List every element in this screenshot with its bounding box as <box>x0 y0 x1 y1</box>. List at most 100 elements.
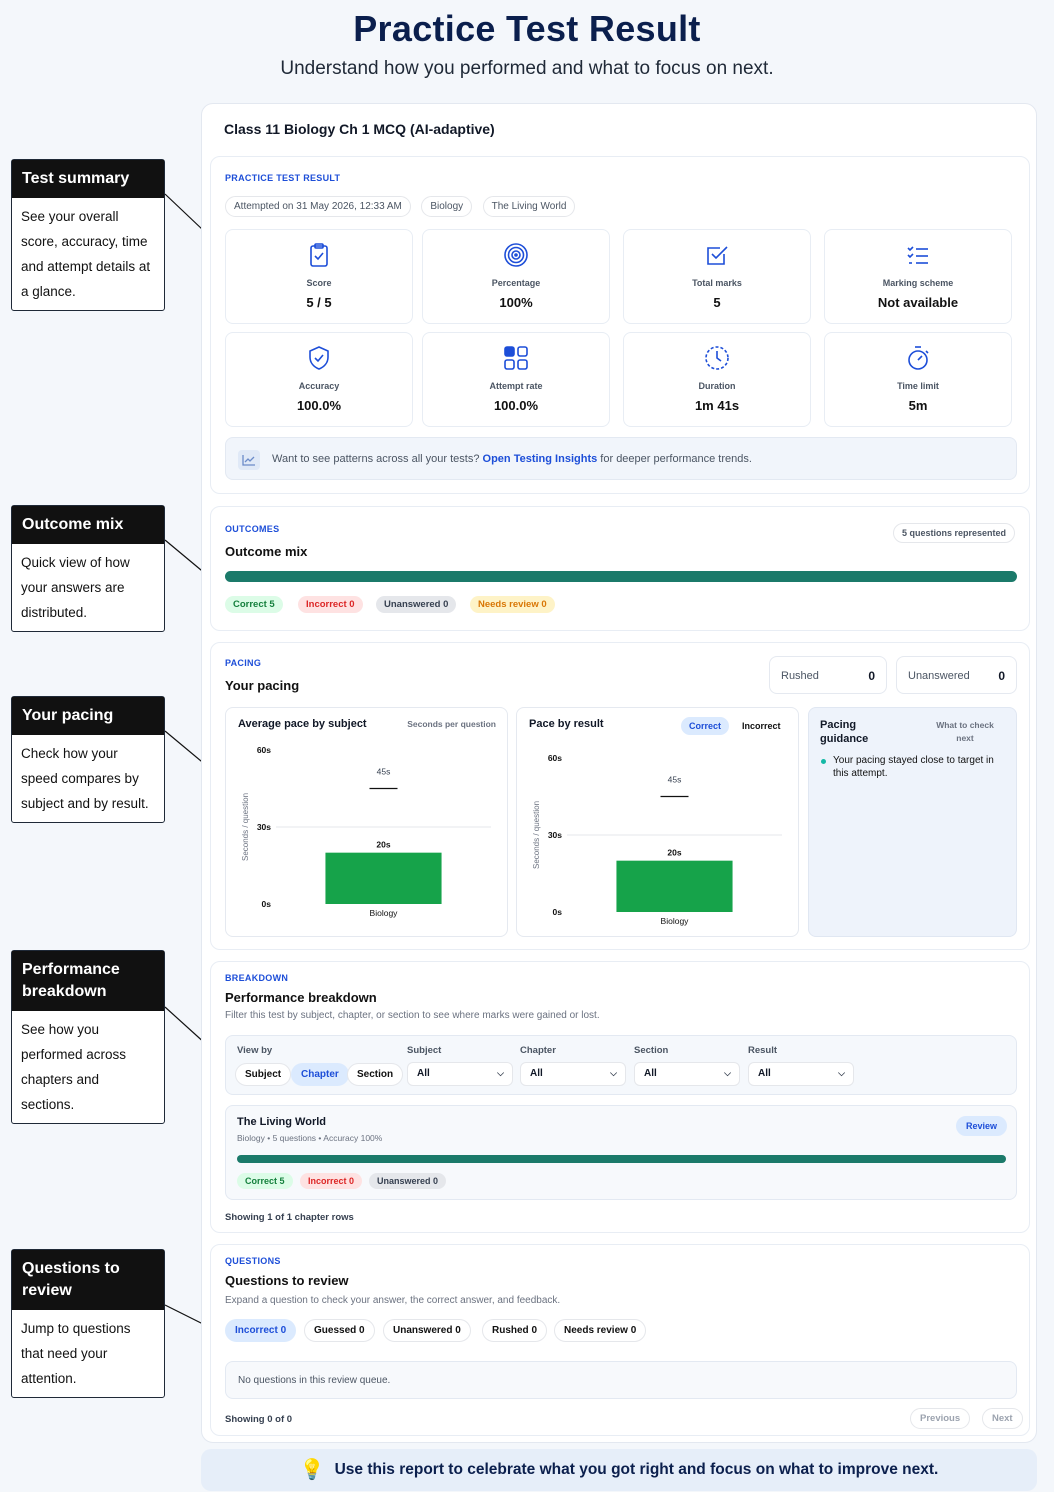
outcomes-title: Outcome mix <box>225 544 308 559</box>
summary-section: PRACTICE TEST RESULT Attempted on 31 May… <box>210 156 1030 494</box>
callout-title: Outcome mix <box>12 506 164 544</box>
filter-unanswered[interactable]: Unanswered 0 <box>383 1319 471 1342</box>
result-card: Class 11 Biology Ch 1 MCQ (AI-adaptive) … <box>201 103 1037 1443</box>
pacing-guidance-card: Pacing guidance What to check next Your … <box>808 707 1017 937</box>
questions-eyebrow: QUESTIONS <box>225 1256 281 1266</box>
view-by-subject[interactable]: Subject <box>235 1063 292 1086</box>
next-button[interactable]: Next <box>982 1408 1023 1429</box>
chevron-down-icon: ⌵ <box>497 1068 504 1078</box>
questions-section: QUESTIONS Questions to review Expand a q… <box>210 1244 1030 1436</box>
insights-banner: Want to see patterns across all your tes… <box>225 437 1017 480</box>
toggle-incorrect[interactable]: Incorrect <box>734 717 789 735</box>
callout-test-summary: Test summary See your overall score, acc… <box>11 159 165 311</box>
previous-button[interactable]: Previous <box>910 1408 971 1429</box>
callout-performance-breakdown: Performance breakdown See how you perfor… <box>11 950 165 1124</box>
insights-suffix: for deeper performance trends. <box>600 453 752 465</box>
unanswered-counter: Unanswered 0 <box>896 656 1017 694</box>
shield-check-icon <box>309 346 329 370</box>
callout-title: Test summary <box>12 160 164 198</box>
stat-label: Marking scheme <box>882 278 954 288</box>
bullet-dot <box>821 759 826 764</box>
stopwatch-icon <box>908 346 929 370</box>
outcome-track <box>225 571 1017 582</box>
chapter-row-title: The Living World <box>237 1116 327 1128</box>
y-tick-label: 60s <box>548 753 562 763</box>
y-tick-label: 30s <box>548 830 562 840</box>
review-queue-empty: No questions in this review queue. <box>225 1361 1017 1399</box>
stat-total-marks: Total marks 5 <box>623 229 811 324</box>
pill-needs-review: Needs review 0 <box>470 596 555 613</box>
filter-subject-select[interactable]: All ⌵ <box>407 1062 513 1086</box>
open-testing-insights-link[interactable]: Open Testing Insights <box>482 453 598 465</box>
grid-icon <box>504 346 528 370</box>
filter-section-select[interactable]: All ⌵ <box>634 1062 740 1086</box>
filter-incorrect[interactable]: Incorrect 0 <box>225 1319 297 1342</box>
stat-marking-scheme: Marking scheme Not available <box>824 229 1012 324</box>
outcomes-eyebrow: OUTCOMES <box>225 524 280 534</box>
y-tick-label: 0s <box>262 899 272 909</box>
callout-title: Performance breakdown <box>12 951 164 1011</box>
callout-outcome-mix: Outcome mix Quick view of how your answe… <box>11 505 165 632</box>
questions-title: Questions to review <box>225 1273 349 1288</box>
select-value: All <box>758 1068 771 1079</box>
callout-body: See your overall score, accuracy, time a… <box>21 209 151 299</box>
subject-chart-title: Average pace by subject <box>238 718 367 730</box>
lightbulb-icon: 💡 <box>299 1459 325 1482</box>
stat-value: 100.0% <box>296 398 342 413</box>
chapter-row: The Living World Biology • 5 questions •… <box>225 1105 1017 1200</box>
filter-guessed[interactable]: Guessed 0 <box>304 1319 375 1342</box>
x-tick-label: Biology <box>370 908 399 918</box>
bar-value-label: 20s <box>667 848 681 858</box>
review-button[interactable]: Review <box>956 1116 1008 1136</box>
guidance-title: Pacing guidance <box>820 719 869 745</box>
view-by-section[interactable]: Section <box>347 1063 404 1086</box>
stat-label: Accuracy <box>298 381 340 391</box>
view-by-label: View by <box>237 1045 273 1056</box>
chapter-accuracy-bar <box>237 1155 1006 1163</box>
toggle-correct[interactable]: Correct <box>681 717 730 735</box>
list-check-icon <box>907 246 928 264</box>
stat-value: 5 / 5 <box>306 295 332 310</box>
questions-desc: Expand a question to check your answer, … <box>225 1295 561 1306</box>
view-by-chapter[interactable]: Chapter <box>291 1063 349 1086</box>
filter-result-select[interactable]: All ⌵ <box>748 1062 854 1086</box>
target-label: 45s <box>377 767 391 777</box>
clipboard-check-icon <box>310 243 328 267</box>
x-tick-label: Biology <box>661 916 690 926</box>
chapter-row-meta: Biology • 5 questions • Accuracy 100% <box>237 1133 383 1143</box>
callout-body: Jump to questions that need your attenti… <box>21 1321 131 1386</box>
pill-unanswered: Unanswered 0 <box>369 1173 447 1189</box>
y-axis-label: Seconds / question <box>241 793 250 861</box>
filter-chapter-label: Chapter <box>520 1045 556 1056</box>
unanswered-value: 0 <box>998 669 1005 683</box>
filter-section-label: Section <box>634 1045 669 1056</box>
outcome-correct-bar <box>225 571 1017 582</box>
filter-needs-review[interactable]: Needs review 0 <box>554 1319 647 1342</box>
pill-unanswered: Unanswered 0 <box>376 596 457 613</box>
callout-body: See how you performed across chapters an… <box>21 1022 127 1112</box>
callout-title: Questions to review <box>12 1250 164 1310</box>
breakdown-title: Performance breakdown <box>225 990 377 1005</box>
result-pace-chart: Seconds / question 0s 30s 60s 20s Biology 45s <box>532 753 782 926</box>
questions-showing: Showing 0 of 0 <box>225 1414 293 1425</box>
footer-banner: 💡 Use this report to celebrate what you g… <box>201 1449 1037 1491</box>
bar <box>616 860 733 912</box>
bar-value-label: 20s <box>376 840 390 850</box>
callout-title: Your pacing <box>12 697 164 735</box>
subject-pace-chart-card: Average pace by subject Seconds per ques… <box>225 707 508 937</box>
pill-incorrect: Incorrect 0 <box>298 596 363 613</box>
questions-represented-badge: 5 questions represented <box>892 523 1015 543</box>
insights-prefix: Want to see patterns across all your tes… <box>272 453 480 465</box>
stat-duration: Duration 1m 41s <box>623 332 811 427</box>
result-chart-title: Pace by result <box>529 718 604 730</box>
what-to-check-next-link[interactable]: What to check next <box>936 720 994 743</box>
filter-rushed[interactable]: Rushed 0 <box>482 1319 548 1342</box>
empty-state-text: No questions in this review queue. <box>238 1375 391 1386</box>
breakdown-eyebrow: BREAKDOWN <box>225 973 289 983</box>
footer-text: Use this report to celebrate what you go… <box>334 1461 939 1478</box>
page-title: Practice Test Result <box>353 8 701 49</box>
breakdown-section: BREAKDOWN Performance breakdown Filter t… <box>210 961 1030 1233</box>
rushed-counter: Rushed 0 <box>769 656 887 694</box>
filter-chapter-select[interactable]: All ⌵ <box>520 1062 626 1086</box>
y-tick-label: 0s <box>553 907 563 917</box>
